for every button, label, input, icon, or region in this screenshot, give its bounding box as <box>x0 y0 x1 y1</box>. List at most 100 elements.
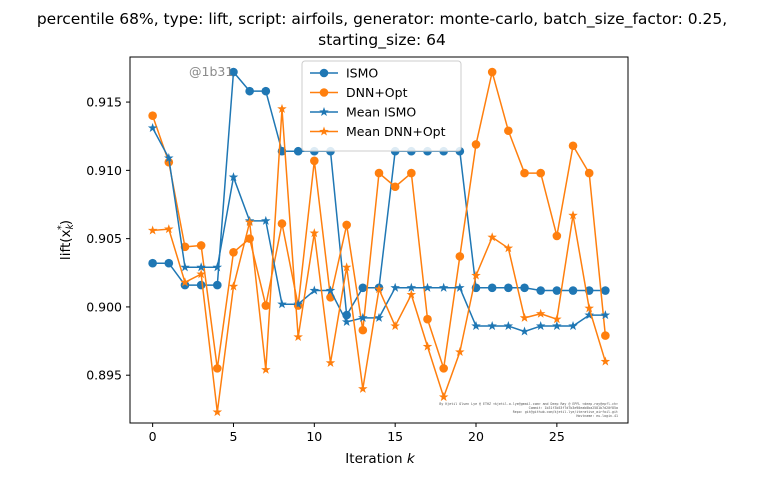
data-point-mean-ismo <box>406 282 417 292</box>
data-point-mean-dnn-opt <box>180 277 190 287</box>
data-point-dnn-opt <box>455 252 465 261</box>
data-point-mean-ismo <box>584 310 594 320</box>
legend-marker <box>319 126 329 136</box>
data-point-dnn-opt <box>423 314 432 324</box>
data-point-mean-dnn-opt <box>503 243 514 253</box>
data-point-ismo <box>568 286 578 295</box>
x-tick-label: 10 <box>306 429 322 444</box>
chart-title-line2: starting_size: 64 <box>318 31 446 50</box>
x-tick-label: 15 <box>387 429 403 444</box>
data-point-dnn-opt <box>504 126 513 136</box>
data-point-ismo <box>552 286 562 295</box>
data-point-dnn-opt <box>568 141 578 151</box>
credit-text: By Kjetil Olsen Lye @ ETHZ <kjetil.o.lye… <box>439 402 618 418</box>
watermark: @1b31 <box>189 64 233 79</box>
data-point-mean-ismo <box>325 285 336 295</box>
legend-item: ISMO <box>310 66 378 81</box>
data-point-mean-dnn-opt <box>568 210 578 220</box>
data-point-mean-dnn-opt <box>422 341 433 351</box>
data-point-dnn-opt <box>213 364 222 373</box>
data-point-mean-ismo <box>535 321 546 331</box>
data-point-dnn-opt <box>358 325 368 335</box>
y-axis-label-close: ) <box>58 220 74 225</box>
data-point-mean-dnn-opt <box>519 312 530 322</box>
data-point-dnn-opt <box>374 168 384 178</box>
data-point-mean-dnn-opt <box>535 308 546 318</box>
data-point-mean-ismo <box>196 262 206 272</box>
legend-marker <box>319 68 329 78</box>
data-point-mean-dnn-opt <box>212 407 223 417</box>
credit-line: Repo: git@github.com/kjetil-lye/iterativ… <box>513 410 618 414</box>
data-point-dnn-opt <box>390 182 400 192</box>
y-axis-label-sub: k <box>65 223 76 229</box>
data-point-mean-dnn-opt <box>552 314 562 324</box>
data-point-mean-dnn-opt <box>244 217 255 227</box>
data-point-dnn-opt <box>310 156 319 166</box>
data-point-mean-ismo <box>147 123 158 133</box>
credit-line: Hostname: eu-login-41 <box>576 414 618 418</box>
data-point-ismo <box>148 258 157 268</box>
legend-frame <box>301 60 462 152</box>
data-point-mean-dnn-opt <box>277 103 287 113</box>
legend-marker <box>319 107 329 117</box>
data-point-mean-dnn-opt <box>341 262 352 272</box>
data-point-mean-ismo <box>422 282 433 292</box>
legend-item: Mean DNN+Opt <box>310 124 446 139</box>
data-point-dnn-opt <box>196 241 206 250</box>
data-point-mean-ismo <box>358 312 368 322</box>
data-point-mean-dnn-opt <box>261 364 271 374</box>
data-point-mean-dnn-opt <box>147 225 158 235</box>
data-point-mean-dnn-opt <box>584 303 594 313</box>
data-point-dnn-opt <box>439 364 448 373</box>
y-axis-label-main: lift(x <box>58 229 74 260</box>
series-mean-dnn-opt <box>147 103 611 417</box>
data-point-ismo <box>358 283 368 293</box>
data-point-mean-ismo <box>212 262 223 272</box>
data-point-mean-ismo <box>277 299 287 309</box>
x-axis-label-text: Iteration <box>345 451 402 467</box>
data-point-ismo <box>245 86 254 96</box>
data-point-mean-ismo <box>568 321 578 331</box>
data-point-dnn-opt <box>407 168 416 178</box>
credit-line: By Kjetil Olsen Lye @ ETHZ <kjetil.o.lye… <box>439 402 618 406</box>
data-point-dnn-opt <box>487 67 497 77</box>
data-point-mean-ismo <box>341 316 352 326</box>
data-point-ismo <box>213 280 222 290</box>
data-point-mean-dnn-opt <box>164 224 174 234</box>
data-point-mean-dnn-opt <box>406 289 417 299</box>
data-point-mean-ismo <box>390 282 400 292</box>
legend-label: DNN+Opt <box>346 85 408 100</box>
data-point-mean-ismo <box>438 282 449 292</box>
data-point-ismo <box>229 67 238 77</box>
legend-label: Mean DNN+Opt <box>346 124 446 139</box>
data-point-dnn-opt <box>584 168 594 178</box>
data-point-mean-dnn-opt <box>438 392 449 402</box>
y-axis-label-sup: * <box>56 225 67 230</box>
y-tick-label: 0.895 <box>86 368 122 383</box>
data-point-dnn-opt <box>148 111 157 121</box>
data-point-ismo <box>164 258 174 268</box>
data-point-mean-ismo <box>309 285 320 295</box>
legend-label: Mean ISMO <box>346 105 416 120</box>
data-point-mean-dnn-opt <box>196 269 206 279</box>
y-tick-label: 0.915 <box>86 95 122 110</box>
data-point-ismo <box>504 283 513 293</box>
data-point-mean-dnn-opt <box>309 228 320 238</box>
data-point-dnn-opt <box>552 231 562 241</box>
data-point-mean-ismo <box>293 299 303 309</box>
data-point-dnn-opt <box>342 220 351 230</box>
legend-marker <box>319 88 329 97</box>
data-point-mean-dnn-opt <box>325 357 336 367</box>
data-point-ismo <box>180 280 190 290</box>
data-point-dnn-opt <box>261 301 271 310</box>
chart-title-line1: percentile 68%, type: lift, script: airf… <box>37 10 727 29</box>
data-point-dnn-opt <box>277 219 287 228</box>
data-point-mean-ismo <box>180 262 190 272</box>
data-point-mean-ismo <box>503 321 514 331</box>
x-tick-label: 25 <box>549 429 565 444</box>
data-point-mean-ismo <box>374 312 384 322</box>
axes: 0 5 10 15 20 25 0.895 0.900 0.905 0.910 0.915 <box>86 95 565 444</box>
data-point-dnn-opt <box>229 247 238 257</box>
data-point-ismo <box>601 286 610 295</box>
y-axis-label: lift(xk*) <box>56 220 76 260</box>
